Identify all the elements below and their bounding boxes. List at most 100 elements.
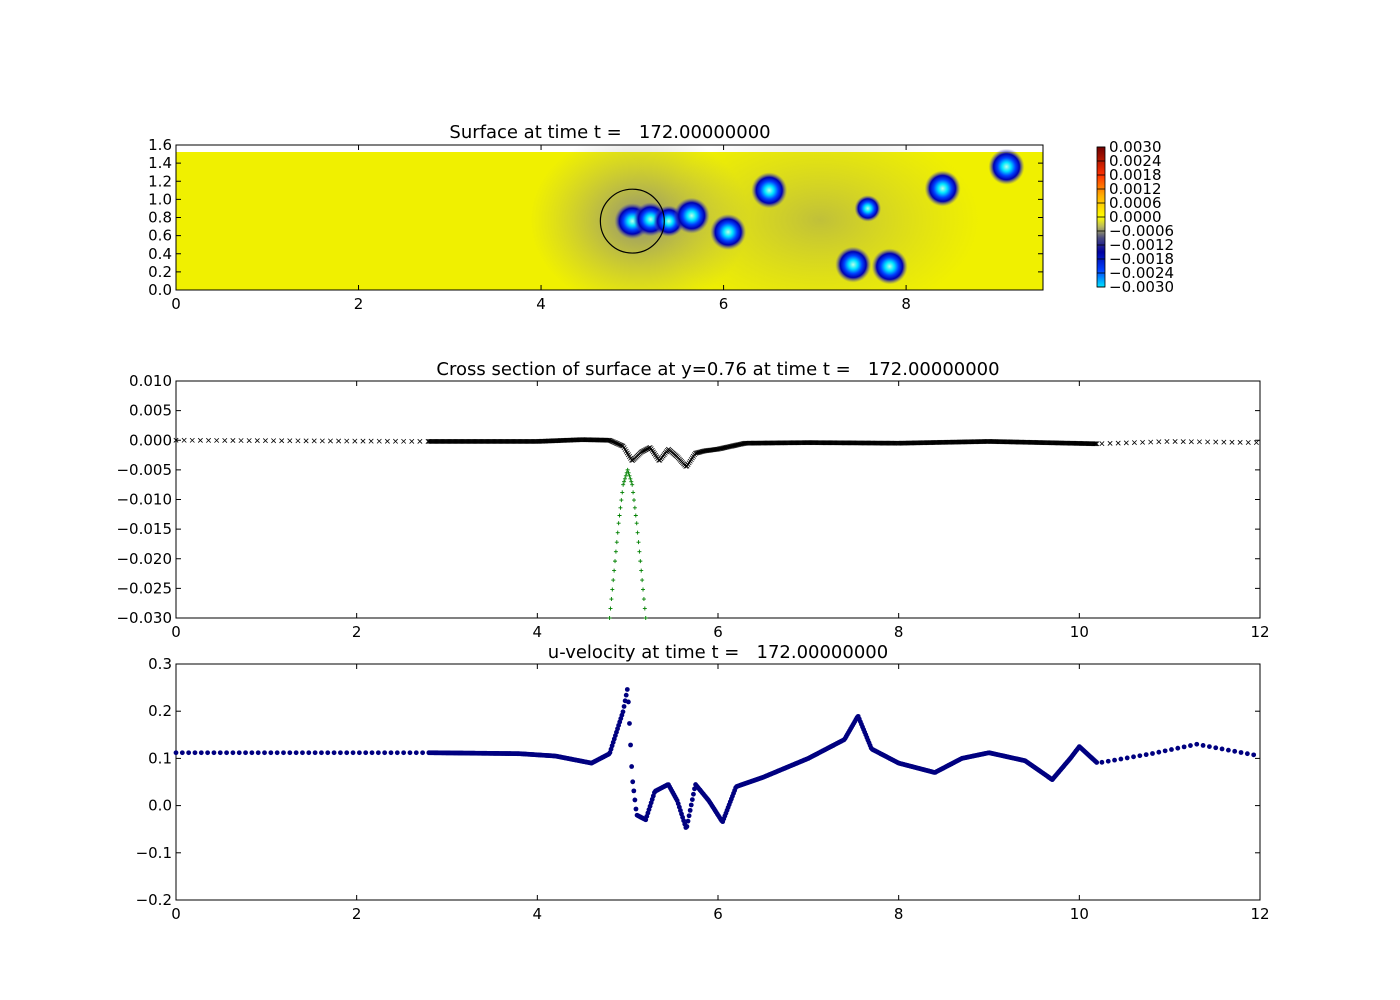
cross-section-point-green — [642, 606, 647, 611]
cross-section-ytick-label: −0.030 — [116, 609, 172, 627]
heatmap-xtick-label: 4 — [536, 295, 546, 313]
surface-depression — [673, 197, 710, 234]
u-velocity-point — [331, 750, 337, 756]
cross-section-point-green — [640, 578, 645, 583]
cross-section-ytick-label: −0.025 — [116, 579, 172, 597]
heatmap-xtick-label: 8 — [901, 295, 911, 313]
cross-section-point-green — [614, 540, 619, 545]
colorbar-tick-label: 0.0012 — [1109, 180, 1162, 198]
cross-section-point — [189, 437, 195, 443]
colorbar-tick-label: 0.0000 — [1109, 208, 1162, 226]
u-velocity-xtick-label: 2 — [352, 905, 362, 923]
u-velocity-point — [687, 807, 693, 813]
cross-section-point — [1205, 439, 1211, 445]
u-velocity-point — [1200, 743, 1206, 748]
surface-depression — [854, 195, 882, 222]
cross-section-ytick-label: −0.015 — [116, 520, 172, 538]
u-velocity-point — [281, 750, 286, 756]
u-velocity-point — [1143, 752, 1149, 758]
cross-section-point — [352, 438, 358, 444]
cross-section-point — [246, 438, 252, 444]
u-velocity-point — [388, 750, 394, 756]
cross-section-point — [1196, 439, 1202, 445]
u-velocity-point — [686, 813, 692, 819]
surface-depression — [871, 248, 908, 285]
u-velocity-point — [624, 687, 630, 692]
cross-section-point — [230, 438, 236, 443]
u-velocity-point — [179, 750, 185, 756]
cross-section-point — [262, 438, 268, 444]
u-velocity-point — [625, 699, 631, 705]
cross-section-point-green — [613, 559, 618, 564]
u-velocity-point — [1213, 745, 1219, 751]
u-velocity-point — [691, 791, 696, 797]
u-velocity-ytick-label: 0.2 — [148, 702, 172, 720]
u-velocity-xtick-label: 0 — [171, 905, 181, 923]
u-velocity-point — [407, 750, 413, 756]
colorbar-tick-label: −0.0012 — [1109, 236, 1174, 254]
u-velocity-point — [1156, 749, 1162, 755]
cross-section-point-green — [619, 498, 624, 503]
u-velocity-point — [1137, 753, 1143, 759]
cross-section-point-green — [637, 549, 642, 554]
u-velocity-point — [1105, 758, 1111, 764]
cross-section-point-green — [607, 616, 612, 620]
cross-section-xtick-label: 12 — [1250, 623, 1269, 641]
cross-section-point — [376, 438, 382, 444]
cross-section-point — [1180, 439, 1186, 445]
u-velocity-point — [312, 750, 318, 756]
cross-section-point — [1094, 441, 1100, 447]
heatmap-ytick-label: 0.0 — [148, 281, 172, 299]
u-velocity-point — [623, 692, 629, 698]
cross-section-point — [401, 438, 407, 444]
cross-section-point-green — [636, 540, 641, 545]
cross-section-point-green — [615, 530, 620, 535]
u-velocity-point — [1094, 760, 1100, 765]
cross-section-point — [1156, 439, 1162, 445]
cross-section-point — [287, 438, 293, 444]
cross-section-point-green — [643, 616, 648, 620]
cross-section-point-green — [609, 597, 614, 602]
cross-section-point-green — [631, 490, 636, 495]
heatmap-ytick-label: 1.6 — [148, 136, 172, 154]
cross-section-point — [409, 438, 415, 444]
cross-section-point — [368, 438, 374, 444]
cross-section-ytick-label: −0.010 — [116, 491, 172, 509]
u-velocity-point — [684, 824, 690, 829]
cross-section-point-green — [622, 476, 627, 481]
cross-section-point-green — [630, 482, 635, 487]
cross-section-point — [1245, 439, 1251, 445]
cross-section-ytick-label: 0.010 — [129, 372, 172, 390]
cross-section-point-green — [632, 505, 637, 510]
cross-section-xtick-label: 2 — [352, 623, 362, 641]
cross-section-point — [336, 438, 342, 444]
colorbar-tick-label: 0.0006 — [1109, 194, 1162, 212]
u-velocity-point — [621, 704, 627, 709]
colorbar-tick-label: −0.0006 — [1109, 222, 1174, 240]
u-velocity-point — [1162, 748, 1168, 754]
heatmap-ytick-label: 0.2 — [148, 263, 172, 281]
cross-section-point-green — [617, 513, 622, 518]
u-velocity-point — [382, 750, 388, 756]
heatmap-xtick-label: 0 — [171, 295, 181, 313]
cross-section-point — [1140, 439, 1146, 445]
heatmap-xtick-label: 6 — [719, 295, 729, 313]
heatmap-ytick-label: 1.4 — [148, 154, 172, 172]
cross-section-point — [1253, 440, 1259, 446]
heatmap-ytick-label: 0.6 — [148, 227, 172, 245]
cross-section-point — [181, 437, 187, 443]
u-velocity-point — [205, 750, 211, 756]
cross-section-xtick-label: 8 — [894, 623, 904, 641]
obstacle-circle — [599, 188, 665, 254]
u-velocity-point — [325, 750, 331, 756]
cross-section-ytick-label: −0.020 — [116, 550, 172, 568]
surface-depression — [751, 172, 788, 209]
cross-section-xtick-label: 6 — [713, 623, 723, 641]
cross-section-xtick-label: 4 — [533, 623, 543, 641]
u-velocity-point — [631, 788, 637, 794]
u-velocity-point — [1232, 748, 1238, 754]
u-velocity-point — [689, 797, 695, 803]
u-velocity-point — [420, 750, 426, 756]
surface-depression — [710, 214, 747, 250]
